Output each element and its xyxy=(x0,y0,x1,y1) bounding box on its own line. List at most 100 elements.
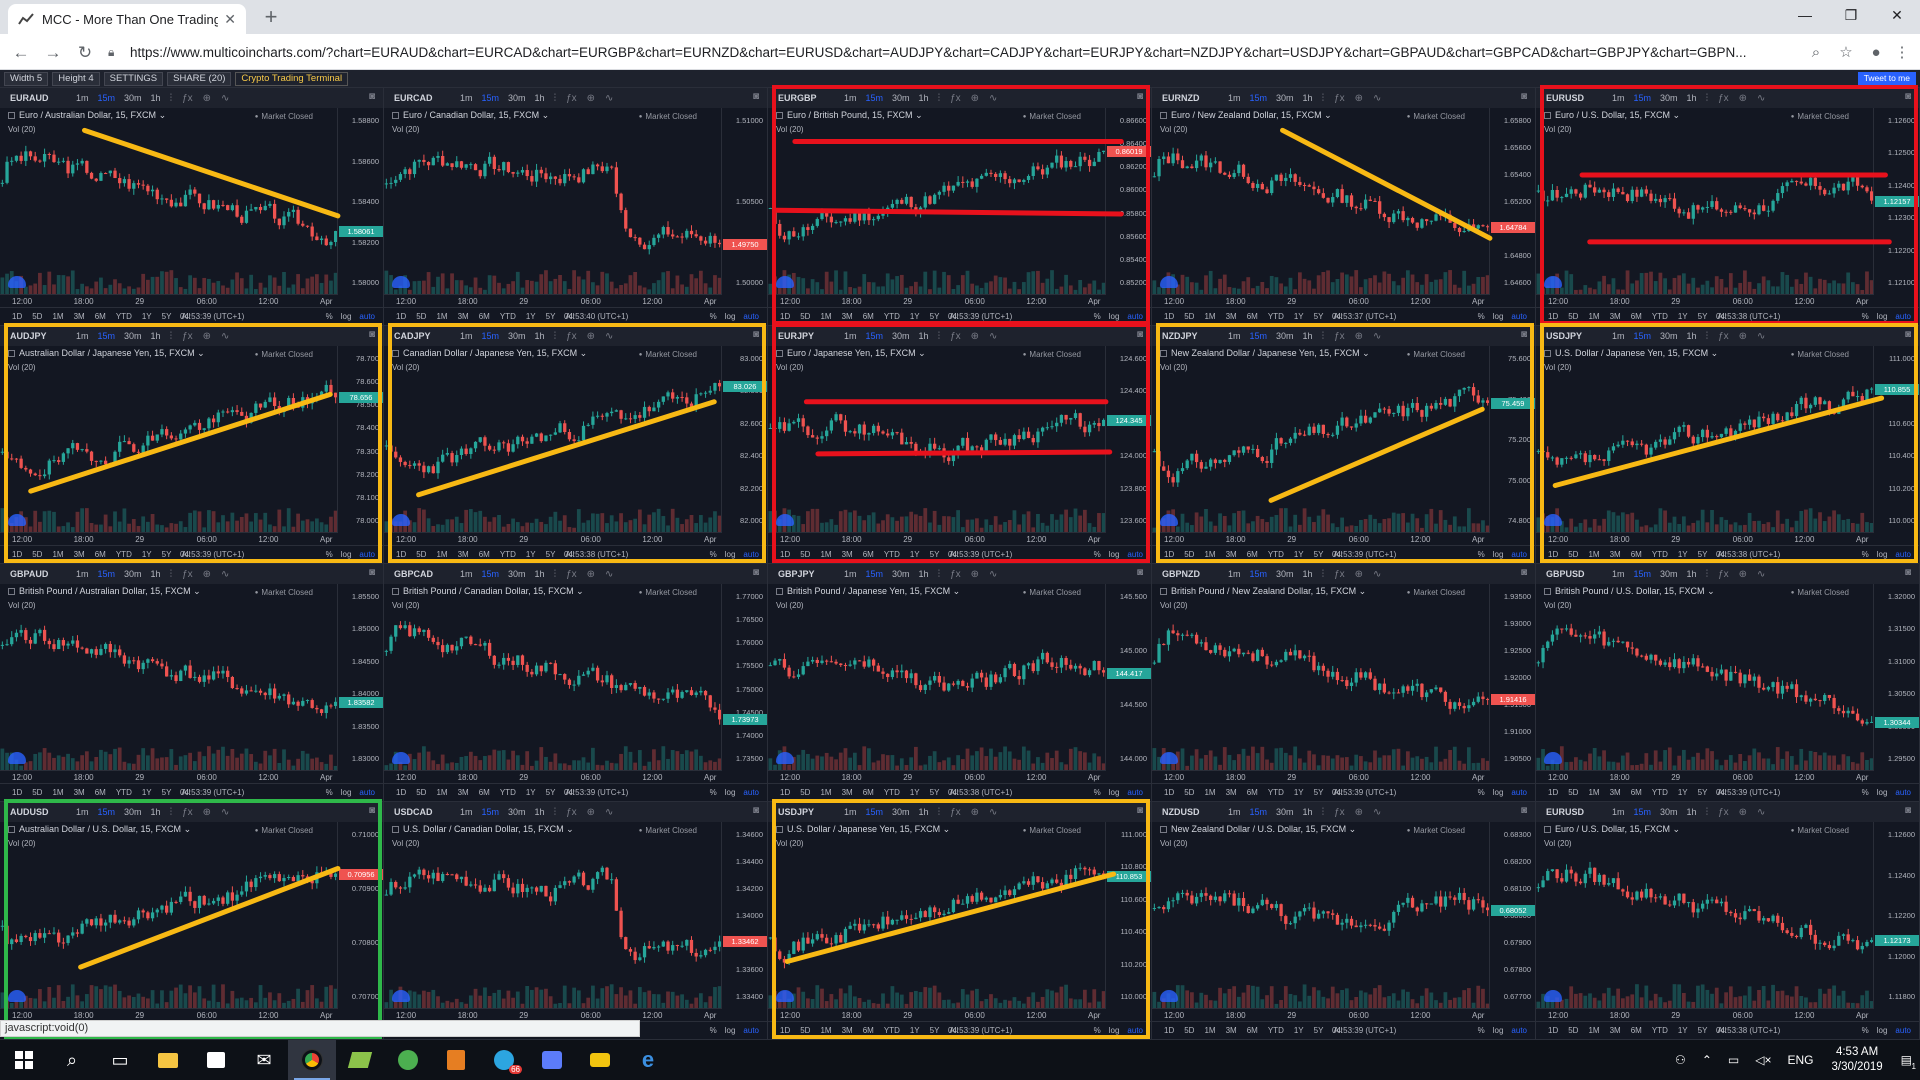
snapshot-camera-icon[interactable]: ◙ xyxy=(1520,805,1527,816)
timeframe-30m[interactable]: 30m xyxy=(124,807,142,817)
legend-toggle-icon[interactable] xyxy=(8,350,15,357)
scale-auto-toggle[interactable]: auto xyxy=(1127,312,1143,321)
range-3m[interactable]: 3M xyxy=(841,312,853,321)
scale-log-toggle[interactable]: log xyxy=(724,1026,736,1035)
compare-icon[interactable]: ⊕ xyxy=(1354,568,1364,580)
time-axis[interactable]: 12:00 18:00 29 06:00 12:00 Apr xyxy=(1536,294,1874,308)
range-6m[interactable]: 6M xyxy=(478,550,490,559)
legend-toggle-icon[interactable] xyxy=(1160,350,1167,357)
range-1y[interactable]: 1Y xyxy=(1677,550,1688,559)
chart-panel-nzdjpy[interactable]: NZDJPY 1m 15m 30m 1h ⫶ ƒx ⊕ ∿ ◙ New Zealand Dollar… xyxy=(1152,326,1536,564)
range-5y[interactable]: 5Y xyxy=(1313,312,1324,321)
timeframe-1h[interactable]: 1h xyxy=(534,807,545,817)
range-3m[interactable]: 3M xyxy=(73,550,85,559)
chevron-down-icon[interactable]: ⌄ xyxy=(950,586,961,596)
indicator-icon[interactable]: ƒx xyxy=(182,806,193,818)
legend-toggle-icon[interactable] xyxy=(776,350,783,357)
timeframe-1m[interactable]: 1m xyxy=(1228,569,1241,579)
chart-panel-eurcad[interactable]: EURCAD 1m 15m 30m 1h ⫶ ƒx ⊕ ∿ ◙ Euro / Canadian Do… xyxy=(384,88,768,326)
scale-log-toggle[interactable]: log xyxy=(1108,550,1120,559)
chart-title[interactable]: Euro / U.S. Dollar, 15, FXCM xyxy=(1555,110,1671,120)
chart-symbol[interactable]: NZDUSD xyxy=(1162,807,1200,817)
range-1y[interactable]: 1Y xyxy=(525,788,536,797)
volume-indicator-label[interactable]: Vol (20) xyxy=(392,839,420,848)
chart-panel-gbpnzd[interactable]: GBPNZD 1m 15m 30m 1h ⫶ ƒx ⊕ ∿ ◙ British Pound / Ne… xyxy=(1152,564,1536,802)
chart-panel-audusd[interactable]: AUDUSD 1m 15m 30m 1h ⫶ ƒx ⊕ ∿ ◙ Australian Dollar … xyxy=(0,802,384,1040)
range-ytd[interactable]: YTD xyxy=(1651,788,1668,797)
snapshot-camera-icon[interactable]: ◙ xyxy=(752,805,759,816)
legend-toggle-icon[interactable] xyxy=(392,350,399,357)
range-1y[interactable]: 1Y xyxy=(1677,312,1688,321)
range-all[interactable]: All xyxy=(181,788,191,797)
volume-indicator-label[interactable]: Vol (20) xyxy=(776,363,804,372)
scale-log-toggle[interactable]: log xyxy=(1492,312,1504,321)
candles-icon[interactable]: ⫶ xyxy=(937,568,941,580)
chart-title[interactable]: U.S. Dollar / Canadian Dollar, 15, FXCM xyxy=(403,824,564,834)
timeframe-1m[interactable]: 1m xyxy=(76,93,89,103)
chart-title[interactable]: U.S. Dollar / Japanese Yen, 15, FXCM xyxy=(787,824,941,834)
timeframe-15m[interactable]: 15m xyxy=(865,331,884,341)
range-6m[interactable]: 6M xyxy=(862,788,874,797)
time-axis[interactable]: 12:00 18:00 29 06:00 12:00 Apr xyxy=(0,294,338,308)
timeframe-1h[interactable]: 1h xyxy=(1302,93,1313,103)
scale-log-toggle[interactable]: log xyxy=(724,312,736,321)
timeframe-15m[interactable]: 15m xyxy=(865,807,884,817)
range-1d[interactable]: 1D xyxy=(1164,550,1175,559)
range-ytd[interactable]: YTD xyxy=(115,550,132,559)
timeframe-30m[interactable]: 30m xyxy=(1660,93,1678,103)
scale-auto-toggle[interactable]: auto xyxy=(1127,550,1143,559)
range-3m[interactable]: 3M xyxy=(73,788,85,797)
tradingview-logo-icon[interactable] xyxy=(8,990,26,1002)
tradingview-logo-icon[interactable] xyxy=(8,514,26,526)
volume-indicator-label[interactable]: Vol (20) xyxy=(776,601,804,610)
time-axis[interactable]: 12:00 18:00 29 06:00 12:00 Apr xyxy=(1536,532,1874,546)
range-1y[interactable]: 1Y xyxy=(1293,788,1304,797)
scale-auto-toggle[interactable]: auto xyxy=(1127,788,1143,797)
range-1d[interactable]: 1D xyxy=(396,788,407,797)
range-1d[interactable]: 1D xyxy=(780,1026,791,1035)
legend-toggle-icon[interactable] xyxy=(392,112,399,119)
timeframe-30m[interactable]: 30m xyxy=(1660,569,1678,579)
price-axis[interactable]: 1.85500 1.85000 1.84500 1.84000 1.83500 1.830… xyxy=(337,584,383,770)
scale-log-toggle[interactable]: log xyxy=(1492,550,1504,559)
alert-icon[interactable]: ∿ xyxy=(605,568,614,580)
bookmark-star-icon[interactable]: ☆ xyxy=(1839,44,1853,61)
alert-icon[interactable]: ∿ xyxy=(989,92,998,104)
chart-title[interactable]: Euro / British Pound, 15, FXCM xyxy=(787,110,913,120)
scale-log-toggle[interactable]: log xyxy=(1876,312,1888,321)
timeframe-15m[interactable]: 15m xyxy=(1249,93,1268,103)
timeframe-1h[interactable]: 1h xyxy=(1686,569,1697,579)
volume-indicator-label[interactable]: Vol (20) xyxy=(1160,125,1188,134)
range-1m[interactable]: 1M xyxy=(1204,550,1216,559)
candles-icon[interactable]: ⫶ xyxy=(1705,330,1709,342)
timeframe-1m[interactable]: 1m xyxy=(1228,807,1241,817)
scale-percent-toggle[interactable]: % xyxy=(709,312,717,321)
timeframe-1m[interactable]: 1m xyxy=(1228,93,1241,103)
account-icon[interactable]: ● xyxy=(1871,44,1881,61)
scale-percent-toggle[interactable]: % xyxy=(1093,788,1101,797)
range-ytd[interactable]: YTD xyxy=(883,312,900,321)
range-1d[interactable]: 1D xyxy=(780,312,791,321)
chart-panel-usdcad[interactable]: USDCAD 1m 15m 30m 1h ⫶ ƒx ⊕ ∿ ◙ U.S. Dollar / Cana… xyxy=(384,802,768,1040)
tradingview-logo-icon[interactable] xyxy=(392,514,410,526)
range-3m[interactable]: 3M xyxy=(457,312,469,321)
chart-panel-eurnzd[interactable]: EURNZD 1m 15m 30m 1h ⫶ ƒx ⊕ ∿ ◙ Euro / New Zealand… xyxy=(1152,88,1536,326)
timeframe-30m[interactable]: 30m xyxy=(124,569,142,579)
scale-percent-toggle[interactable]: % xyxy=(1477,788,1485,797)
chart-symbol[interactable]: EURGBP xyxy=(778,93,817,103)
chart-title[interactable]: U.S. Dollar / Japanese Yen, 15, FXCM xyxy=(1555,348,1709,358)
chart-symbol[interactable]: GBPAUD xyxy=(10,569,49,579)
candles-icon[interactable]: ⫶ xyxy=(937,806,941,818)
settings-button[interactable]: SETTINGS xyxy=(103,71,164,86)
timeframe-1m[interactable]: 1m xyxy=(76,569,89,579)
tradingview-logo-icon[interactable] xyxy=(776,752,794,764)
legend-toggle-icon[interactable] xyxy=(8,826,15,833)
time-axis[interactable]: 12:00 18:00 29 06:00 12:00 Apr xyxy=(0,532,338,546)
chart-title[interactable]: British Pound / U.S. Dollar, 15, FXCM xyxy=(1555,586,1705,596)
range-5d[interactable]: 5D xyxy=(800,550,811,559)
scale-auto-toggle[interactable]: auto xyxy=(1895,550,1911,559)
timeframe-1m[interactable]: 1m xyxy=(1228,331,1241,341)
indicator-icon[interactable]: ƒx xyxy=(182,330,193,342)
scale-percent-toggle[interactable]: % xyxy=(1093,550,1101,559)
